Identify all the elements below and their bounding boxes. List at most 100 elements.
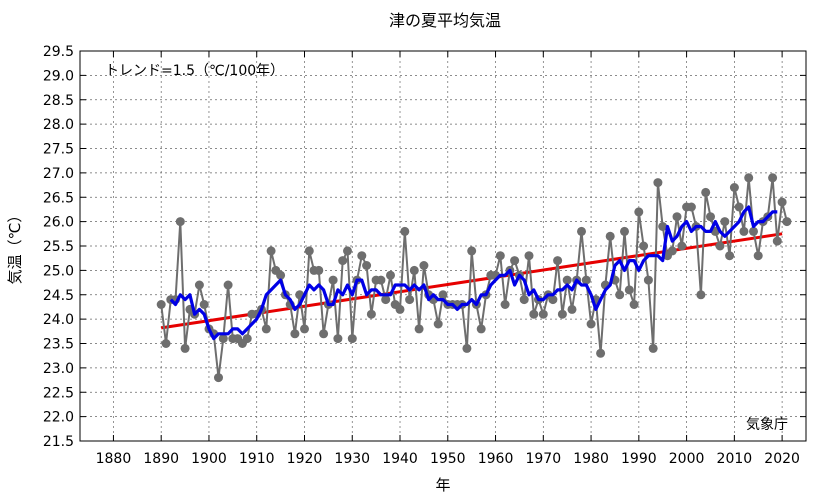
annual-point xyxy=(366,309,376,319)
annual-point xyxy=(304,246,314,256)
y-tick-label: 27.5 xyxy=(43,142,74,158)
y-tick-label: 23.0 xyxy=(43,361,74,377)
x-tick-label: 1930 xyxy=(334,451,370,467)
annual-point xyxy=(223,280,233,290)
annual-point xyxy=(214,373,223,383)
annual-point xyxy=(615,290,625,300)
trend-label: トレンド=1.5（℃/100年） xyxy=(105,63,284,79)
annual-point xyxy=(276,270,286,280)
annual-point xyxy=(648,343,658,353)
y-tick-label: 27.0 xyxy=(43,166,74,182)
annual-point xyxy=(538,309,548,319)
annual-point xyxy=(739,226,749,236)
annual-point xyxy=(744,173,754,183)
x-tick-label: 1890 xyxy=(143,451,179,467)
annual-point xyxy=(510,256,520,266)
annual-point xyxy=(581,275,591,285)
x-tick-label: 1880 xyxy=(96,451,132,467)
annual-point xyxy=(409,265,419,275)
annual-point xyxy=(720,217,730,227)
annual-point xyxy=(777,197,787,207)
axis-ticks: 21.5 22.0 22.5 23.0 23.5 24.0 24.5 25.0 25.5 26.0… xyxy=(43,44,806,467)
annual-point xyxy=(400,226,410,236)
annual-point xyxy=(567,304,577,314)
x-tick-label: 1990 xyxy=(621,451,657,467)
y-tick-label: 29.5 xyxy=(43,44,74,60)
annual-point xyxy=(319,329,329,339)
y-axis-title: 気温（℃） xyxy=(6,208,24,285)
x-tick-label: 2010 xyxy=(717,451,753,467)
x-tick-label: 1940 xyxy=(382,451,418,467)
annual-point xyxy=(462,343,472,353)
annual-point xyxy=(734,202,744,212)
annual-point xyxy=(725,251,735,261)
annual-point xyxy=(753,251,763,261)
x-tick-label: 1900 xyxy=(191,451,227,467)
annual-point xyxy=(706,212,715,222)
annual-point xyxy=(194,280,204,290)
annual-point xyxy=(467,246,477,256)
source-label: 気象庁 xyxy=(746,417,788,433)
annual-point xyxy=(643,275,653,285)
annual-point xyxy=(605,231,615,241)
annual-point xyxy=(476,324,486,334)
annual-point xyxy=(620,226,629,236)
x-tick-label: 1970 xyxy=(525,451,561,467)
annual-point xyxy=(386,270,395,280)
annual-point xyxy=(653,178,663,188)
annual-point xyxy=(161,339,171,348)
annual-point xyxy=(557,309,567,319)
x-axis-title: 年 xyxy=(435,476,450,494)
annual-point xyxy=(701,187,711,197)
annual-point xyxy=(658,222,668,231)
annual-point xyxy=(333,334,343,344)
annual-point xyxy=(495,251,505,261)
annual-point xyxy=(242,334,252,344)
y-tick-label: 26.0 xyxy=(43,215,74,231)
annual-point xyxy=(639,241,649,251)
annual-point xyxy=(548,295,558,305)
annual-point xyxy=(596,348,606,358)
annual-point xyxy=(624,285,634,295)
annual-point xyxy=(553,256,563,266)
annual-point xyxy=(338,256,348,266)
annual-point xyxy=(414,324,424,334)
annual-point xyxy=(729,183,739,192)
annual-point xyxy=(749,226,758,236)
y-tick-label: 25.0 xyxy=(43,263,74,279)
annual-point xyxy=(300,324,309,334)
annual-point xyxy=(634,207,644,217)
annual-point xyxy=(715,241,725,251)
annual-point xyxy=(199,300,209,309)
annual-point xyxy=(328,275,338,285)
y-tick-label: 25.5 xyxy=(43,239,74,255)
x-tick-label: 2000 xyxy=(669,451,705,467)
annual-point xyxy=(381,295,391,305)
annual-point xyxy=(357,251,367,261)
y-tick-label: 29.0 xyxy=(43,68,74,84)
annual-point xyxy=(156,300,166,309)
x-tick-label: 1920 xyxy=(287,451,323,467)
y-tick-label: 28.5 xyxy=(43,93,74,109)
y-tick-label: 24.0 xyxy=(43,312,74,328)
annual-point xyxy=(672,212,682,222)
annual-point xyxy=(577,226,586,236)
y-tick-label: 23.5 xyxy=(43,337,74,353)
annual-point xyxy=(586,319,596,329)
annual-point xyxy=(419,261,429,270)
annual-point xyxy=(768,173,778,183)
annual-point xyxy=(696,290,706,300)
x-tick-label: 1960 xyxy=(478,451,514,467)
annual-point xyxy=(686,202,696,212)
annual-point xyxy=(629,300,639,309)
annual-point xyxy=(376,275,386,285)
annual-point xyxy=(343,246,352,256)
y-tick-label: 26.5 xyxy=(43,190,74,206)
annual-point xyxy=(772,236,782,246)
y-tick-label: 24.5 xyxy=(43,288,74,304)
y-tick-label: 22.0 xyxy=(43,410,74,426)
annual-point xyxy=(266,246,276,256)
x-tick-label: 1910 xyxy=(239,451,275,467)
annual-point xyxy=(180,343,190,353)
chart-title: 津の夏平均気温 xyxy=(389,11,501,30)
